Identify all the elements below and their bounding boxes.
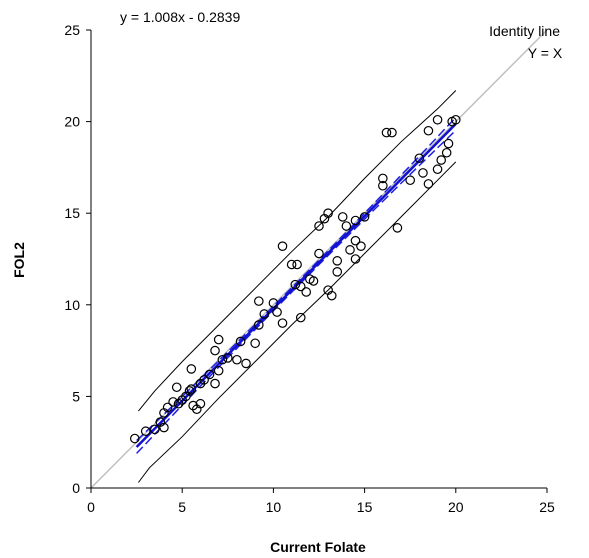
y-tick-label: 20: [64, 114, 80, 130]
data-point: [418, 168, 428, 178]
data-point: [423, 125, 434, 136]
data-point: [314, 248, 324, 259]
data-point: [268, 298, 279, 308]
data-point: [378, 173, 388, 184]
axes: [86, 29, 548, 493]
y-tick-label: 25: [64, 22, 80, 38]
data-point: [308, 276, 319, 286]
data-point: [186, 364, 197, 374]
x-tick-label: 10: [266, 499, 282, 515]
data-point: [171, 382, 182, 393]
data-point: [381, 127, 392, 138]
data-point: [292, 259, 302, 270]
data-point: [314, 221, 324, 231]
data-point: [378, 180, 388, 191]
data-point: [150, 424, 160, 435]
data-point: [259, 309, 270, 319]
data-point: [159, 422, 169, 433]
data-point: [350, 254, 361, 264]
data-point: [443, 138, 454, 149]
data-point: [295, 281, 306, 292]
data-point: [232, 354, 242, 365]
data-point: [129, 433, 140, 444]
x-tick-label: 0: [87, 499, 95, 515]
y-tick-label: 15: [64, 205, 80, 221]
data-point: [436, 155, 447, 165]
y-tick-label: 5: [72, 388, 80, 404]
y-axis-title: FOL2: [11, 242, 27, 278]
data-point: [332, 267, 343, 277]
data-points: [129, 114, 461, 444]
data-point: [235, 336, 246, 347]
data-point: [337, 212, 348, 222]
x-tick-label: 5: [178, 499, 186, 515]
data-point: [350, 215, 361, 226]
data-point: [295, 312, 306, 323]
data-point: [210, 378, 220, 389]
data-point: [323, 208, 333, 218]
y-tick-label: 0: [72, 480, 80, 496]
data-point: [301, 287, 312, 297]
band-lines: [137, 90, 457, 483]
data-point: [272, 307, 282, 317]
data-point: [199, 375, 209, 385]
data-point: [140, 426, 151, 437]
data-point: [432, 164, 443, 175]
data-point: [162, 402, 173, 413]
prediction-band-upper: [138, 90, 457, 412]
data-point: [356, 241, 366, 251]
data-point: [254, 320, 264, 330]
data-point: [432, 114, 443, 125]
data-point: [195, 398, 206, 409]
data-point: [184, 386, 195, 396]
data-point: [341, 221, 352, 231]
data-point: [213, 365, 224, 376]
data-point: [286, 259, 297, 270]
data-point: [405, 175, 415, 186]
data-point: [414, 153, 425, 164]
data-point: [345, 245, 355, 255]
identity-line-label: Identity line: [489, 23, 560, 39]
data-point: [392, 223, 403, 233]
x-axis-title: Current Folate: [270, 539, 366, 555]
data-point: [277, 318, 288, 328]
data-point: [450, 114, 461, 125]
data-point: [290, 279, 301, 290]
data-point: [277, 241, 288, 251]
data-point: [387, 127, 397, 138]
data-point: [250, 338, 260, 349]
data-point: [423, 179, 434, 189]
data-point: [441, 147, 452, 158]
data-point: [326, 290, 337, 301]
x-tick-label: 20: [448, 499, 464, 515]
data-point: [168, 397, 178, 407]
prediction-band-lower: [137, 161, 457, 483]
x-tick-label: 25: [539, 499, 555, 515]
data-point: [223, 353, 233, 363]
fit-lines: [90, 29, 548, 489]
data-point: [254, 296, 264, 306]
identity-line-formula: Y = X: [528, 45, 563, 61]
data-point: [241, 358, 251, 369]
x-tick-label: 15: [357, 499, 373, 515]
y-tick-label: 10: [64, 297, 80, 313]
data-point: [217, 354, 228, 365]
data-point: [210, 345, 220, 356]
confidence-band-upper: [136, 116, 457, 442]
data-point: [359, 212, 370, 222]
data-point: [204, 369, 215, 380]
data-point: [350, 235, 361, 246]
confidence-band-lower: [136, 129, 457, 454]
tick-labels: 0 5 10 15 20 25 0 5 10 15 20 25: [64, 22, 555, 515]
data-point: [332, 256, 343, 266]
data-point: [186, 384, 197, 394]
regression-equation: y = 1.008x - 0.2839: [120, 9, 240, 25]
data-point: [213, 334, 224, 345]
